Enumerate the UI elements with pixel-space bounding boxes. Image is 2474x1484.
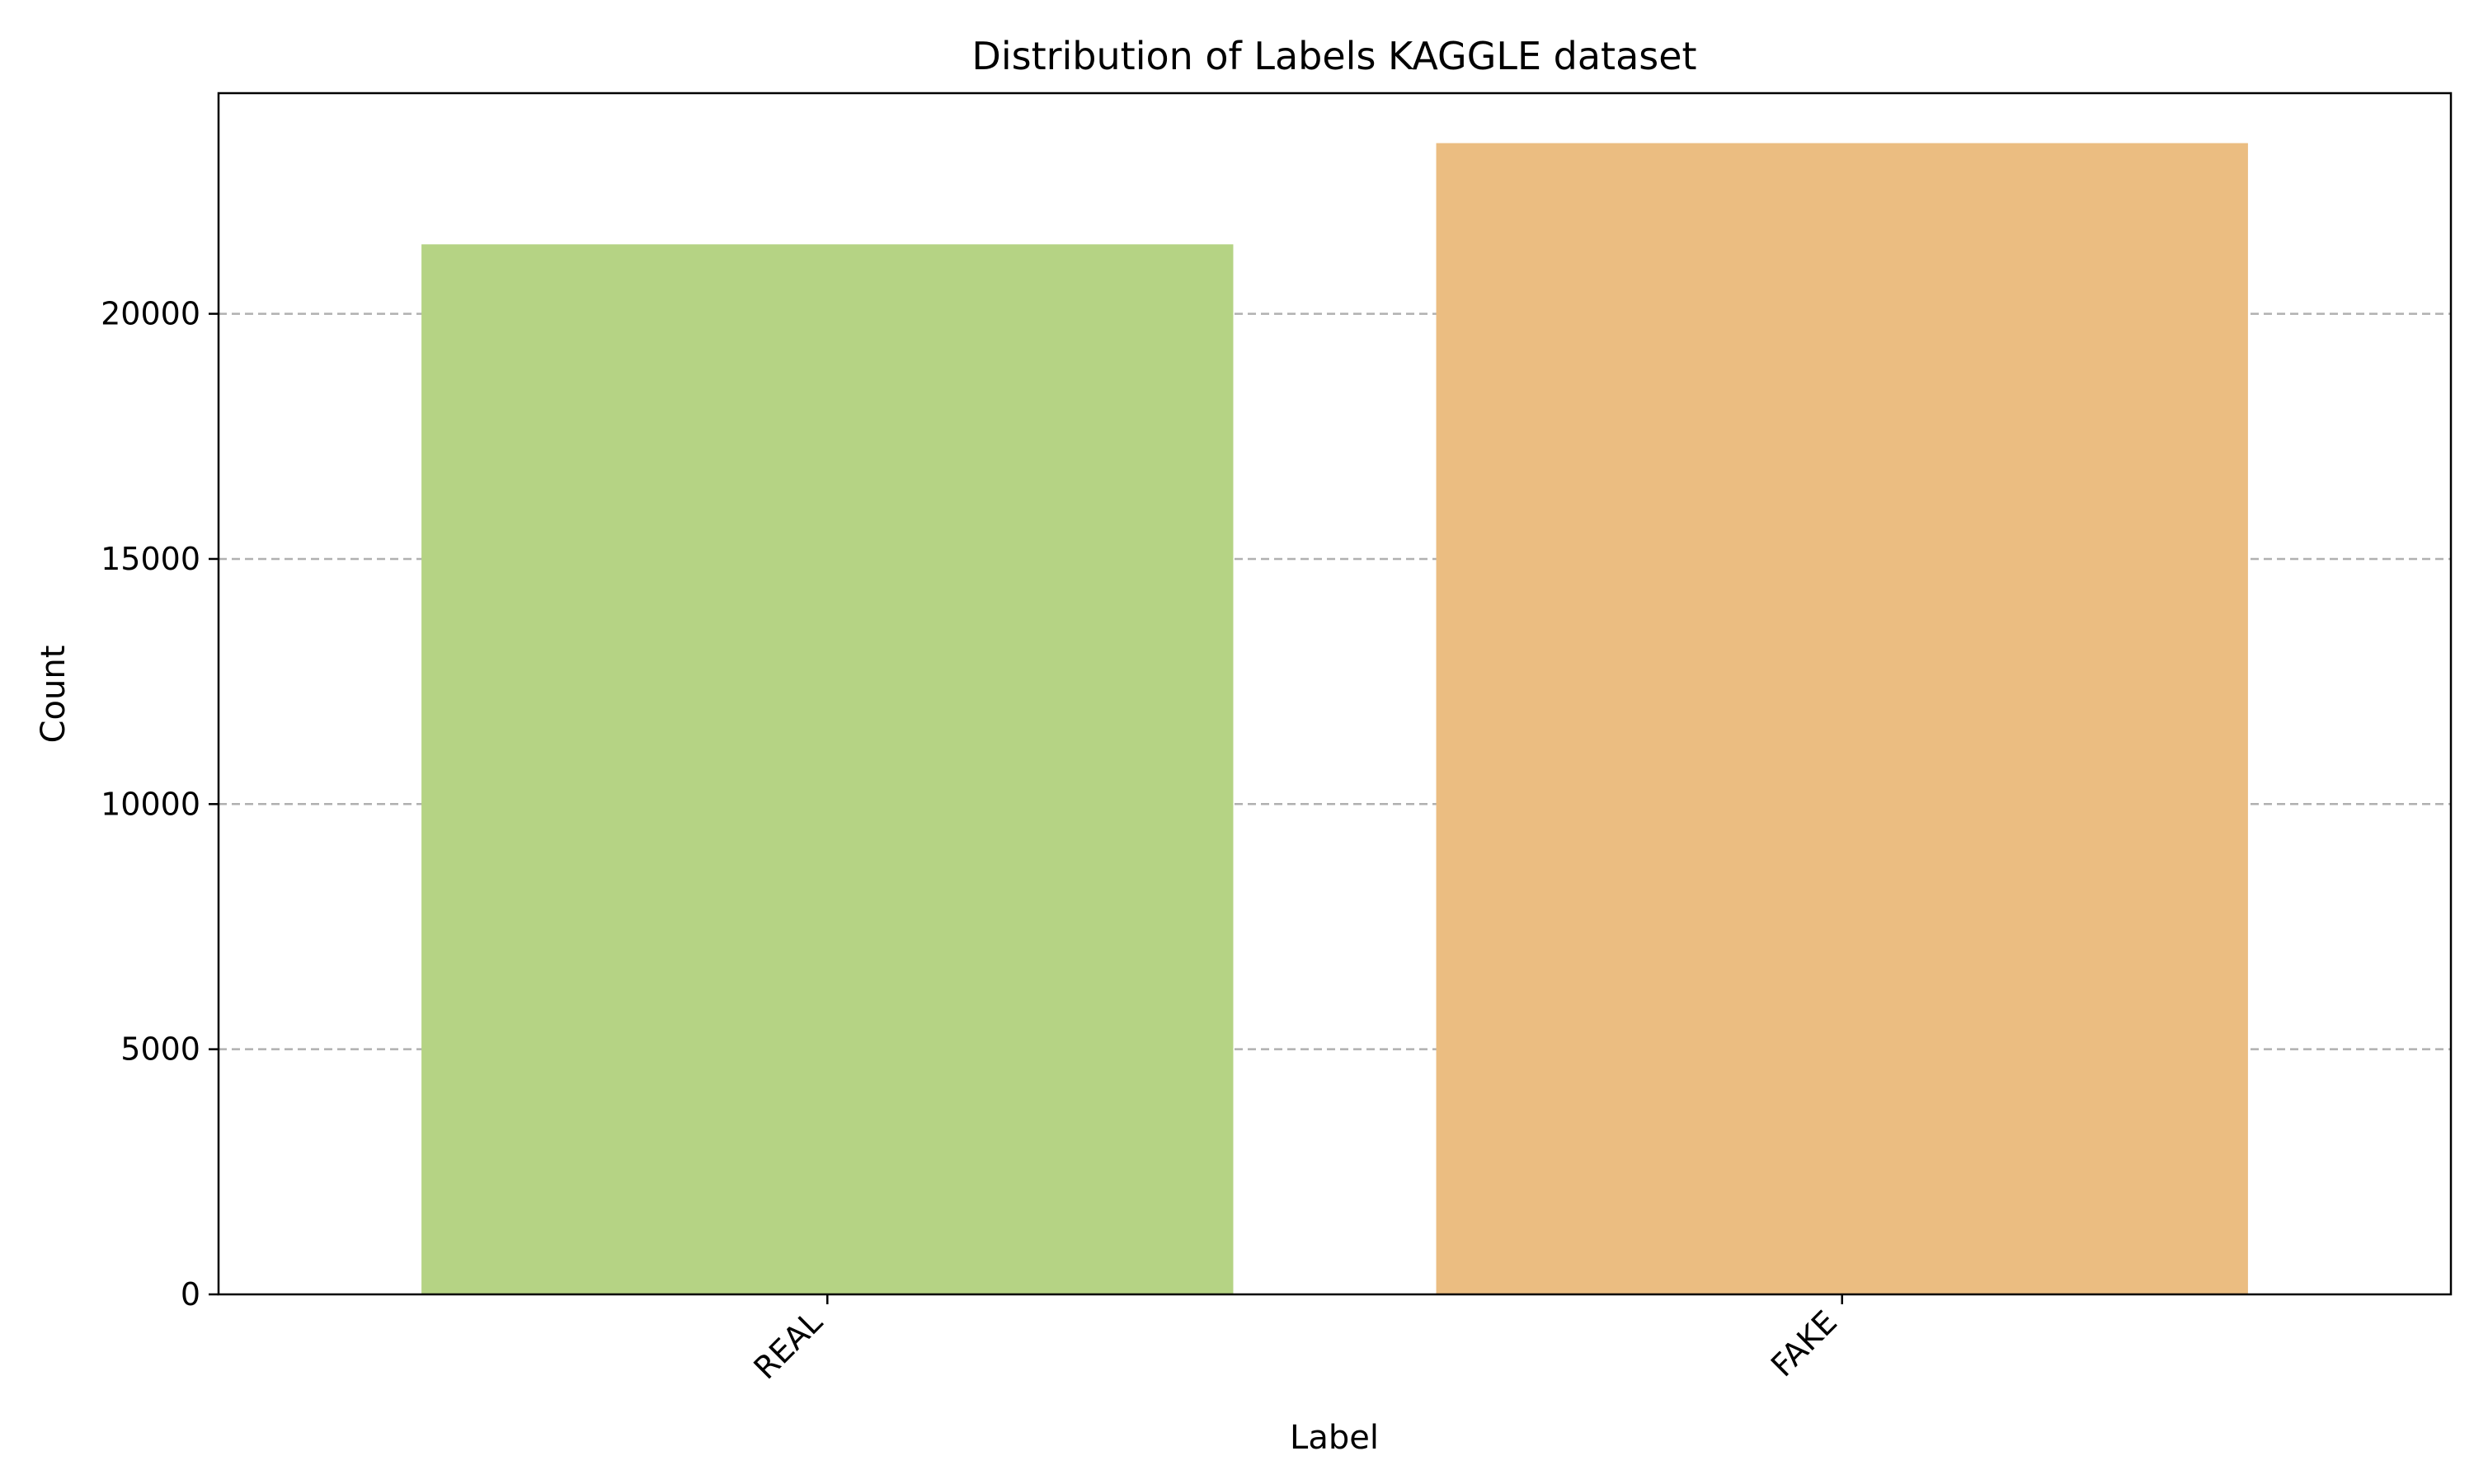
y-axis-ticks: 0 5000 10000 15000 20000 — [101, 296, 219, 1313]
bars — [421, 143, 2248, 1294]
y-tick-label: 20000 — [101, 296, 200, 332]
bar-fake — [1436, 143, 2248, 1294]
y-tick-label: 10000 — [101, 786, 200, 822]
x-tick-label-fake: FAKE — [1764, 1303, 1844, 1383]
y-tick-label: 0 — [181, 1276, 200, 1313]
plot-frame — [217, 92, 2453, 1296]
x-axis-ticks: REAL FAKE — [747, 1294, 1844, 1386]
chart-title: Distribution of Labels KAGGLE dataset — [971, 34, 1696, 78]
x-tick-label-real: REAL — [747, 1303, 830, 1386]
y-axis-label: Count — [35, 646, 73, 744]
y-tick-label: 15000 — [101, 541, 200, 577]
x-axis-label: Label — [1290, 1419, 1379, 1457]
y-tick-label: 5000 — [120, 1031, 200, 1068]
bar-real — [421, 244, 1234, 1294]
